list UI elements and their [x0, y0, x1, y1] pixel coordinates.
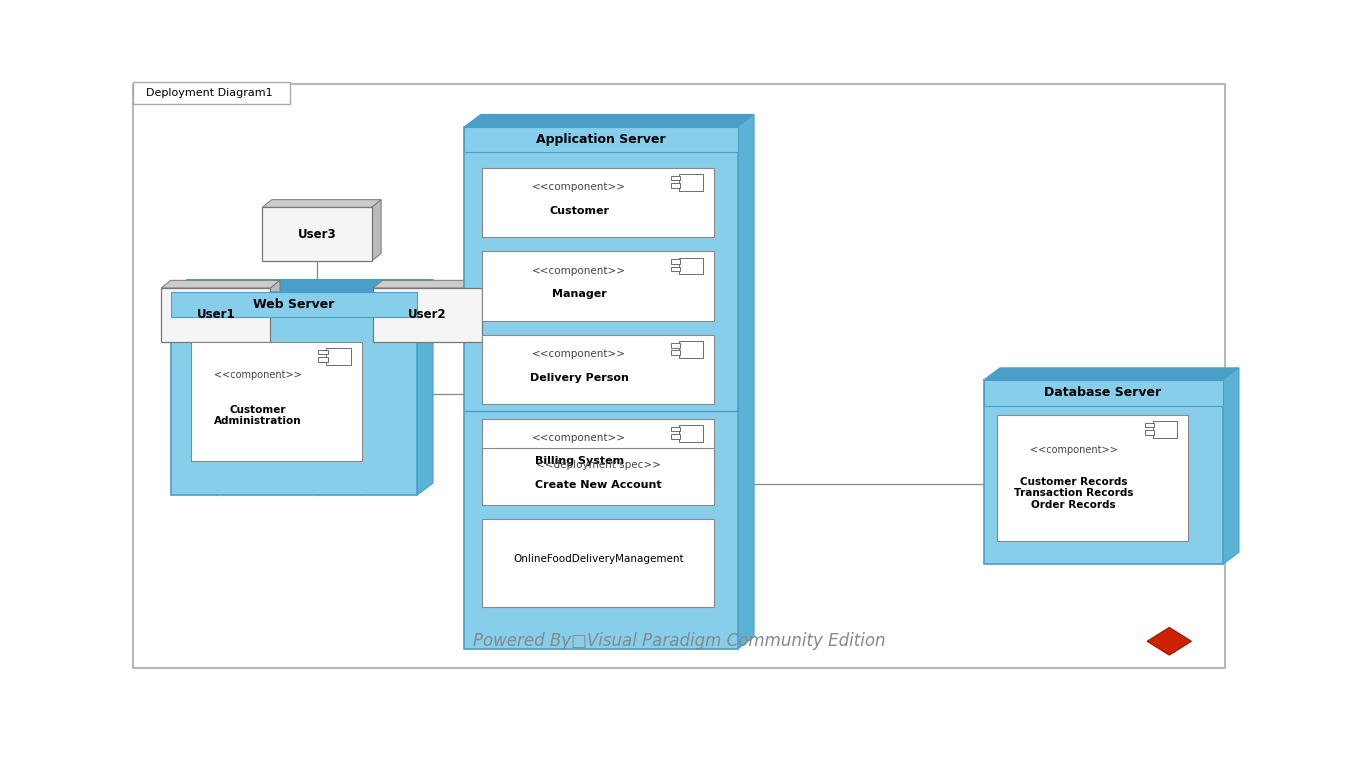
FancyBboxPatch shape: [671, 176, 680, 180]
FancyBboxPatch shape: [482, 335, 714, 404]
Text: User1: User1: [197, 309, 235, 321]
Polygon shape: [171, 280, 433, 292]
FancyBboxPatch shape: [679, 341, 703, 358]
Text: OnlineFoodDeliveryManagement: OnlineFoodDeliveryManagement: [514, 554, 683, 564]
FancyBboxPatch shape: [482, 251, 714, 320]
FancyBboxPatch shape: [482, 519, 714, 607]
Polygon shape: [373, 280, 492, 288]
Text: Customer: Customer: [549, 206, 609, 216]
Polygon shape: [161, 280, 280, 288]
FancyBboxPatch shape: [133, 84, 1225, 668]
Polygon shape: [738, 114, 754, 649]
Text: User3: User3: [298, 228, 336, 240]
FancyBboxPatch shape: [373, 288, 482, 342]
FancyBboxPatch shape: [161, 288, 270, 342]
FancyBboxPatch shape: [464, 127, 738, 152]
Polygon shape: [270, 280, 280, 342]
FancyBboxPatch shape: [262, 207, 372, 261]
Text: Application Server: Application Server: [537, 133, 665, 146]
FancyBboxPatch shape: [679, 257, 703, 274]
Polygon shape: [417, 280, 433, 495]
Polygon shape: [464, 114, 754, 127]
FancyBboxPatch shape: [482, 448, 714, 505]
FancyBboxPatch shape: [984, 380, 1223, 406]
FancyBboxPatch shape: [1153, 421, 1177, 438]
FancyBboxPatch shape: [671, 266, 680, 271]
Text: Billing System: Billing System: [534, 456, 624, 466]
FancyBboxPatch shape: [984, 380, 1223, 564]
Polygon shape: [372, 200, 381, 261]
Polygon shape: [1147, 627, 1191, 655]
Text: Delivery Person: Delivery Person: [530, 372, 628, 383]
Text: <<component>>: <<component>>: [533, 182, 626, 192]
FancyBboxPatch shape: [679, 425, 703, 442]
Polygon shape: [1223, 368, 1239, 564]
Text: <<deployment spec>>: <<deployment spec>>: [535, 460, 661, 470]
FancyBboxPatch shape: [464, 127, 738, 649]
FancyBboxPatch shape: [482, 168, 714, 237]
Text: Customer
Administration: Customer Administration: [213, 405, 302, 426]
Text: Manager: Manager: [552, 290, 607, 300]
FancyBboxPatch shape: [679, 174, 703, 191]
Text: <<component>>: <<component>>: [1030, 445, 1117, 455]
FancyBboxPatch shape: [171, 292, 417, 317]
FancyBboxPatch shape: [671, 426, 680, 431]
Text: Database Server: Database Server: [1045, 386, 1161, 399]
FancyBboxPatch shape: [1145, 422, 1154, 427]
FancyBboxPatch shape: [482, 419, 714, 488]
FancyBboxPatch shape: [671, 184, 680, 188]
Text: Powered By□Visual Paradigm Community Edition: Powered By□Visual Paradigm Community Edi…: [473, 632, 885, 650]
FancyBboxPatch shape: [671, 350, 680, 355]
Polygon shape: [984, 368, 1239, 380]
Text: User2: User2: [408, 309, 447, 321]
Text: Deployment Diagram1: Deployment Diagram1: [146, 88, 273, 98]
Polygon shape: [482, 280, 492, 342]
FancyBboxPatch shape: [191, 342, 362, 461]
Polygon shape: [262, 200, 381, 207]
FancyBboxPatch shape: [671, 260, 680, 264]
Text: <<component>>: <<component>>: [533, 349, 626, 359]
FancyBboxPatch shape: [671, 434, 680, 439]
FancyBboxPatch shape: [326, 348, 351, 365]
FancyBboxPatch shape: [318, 349, 328, 354]
FancyBboxPatch shape: [133, 82, 290, 104]
FancyBboxPatch shape: [671, 343, 680, 348]
Text: Customer Records
Transaction Records
Order Records: Customer Records Transaction Records Ord…: [1014, 477, 1134, 510]
Text: Create New Account: Create New Account: [535, 480, 661, 490]
FancyBboxPatch shape: [997, 415, 1188, 541]
Text: <<component>>: <<component>>: [533, 266, 626, 276]
Text: Web Server: Web Server: [253, 298, 335, 311]
FancyBboxPatch shape: [171, 292, 417, 495]
Text: <<component>>: <<component>>: [533, 433, 626, 443]
FancyBboxPatch shape: [318, 357, 328, 362]
Text: <<component>>: <<component>>: [213, 370, 302, 380]
FancyBboxPatch shape: [1145, 430, 1154, 435]
